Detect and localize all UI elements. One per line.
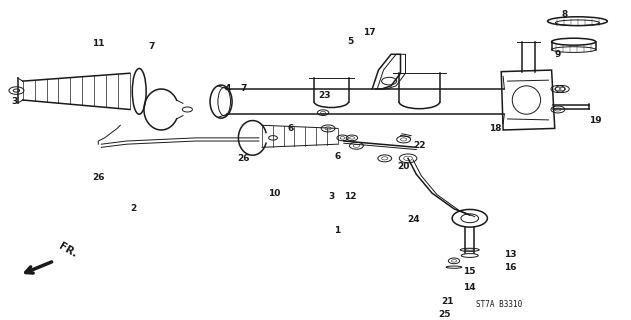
Text: 5: 5 xyxy=(347,37,353,46)
Text: 4: 4 xyxy=(224,84,230,93)
Text: 22: 22 xyxy=(413,141,426,150)
Text: 11: 11 xyxy=(92,39,105,48)
Text: 18: 18 xyxy=(488,124,501,133)
Text: 26: 26 xyxy=(92,173,105,182)
Text: 7: 7 xyxy=(149,42,155,51)
Text: 6: 6 xyxy=(287,124,293,133)
Text: 24: 24 xyxy=(407,215,420,224)
Text: 21: 21 xyxy=(442,297,454,306)
Text: 2: 2 xyxy=(130,204,136,213)
Text: 19: 19 xyxy=(589,116,602,125)
Text: 3: 3 xyxy=(11,97,18,106)
Text: 14: 14 xyxy=(463,283,476,292)
Text: 12: 12 xyxy=(344,192,357,201)
Text: 3: 3 xyxy=(328,192,334,201)
Text: 10: 10 xyxy=(268,188,281,197)
Text: 1: 1 xyxy=(334,226,341,236)
Text: 26: 26 xyxy=(237,154,249,163)
Text: 23: 23 xyxy=(319,91,331,100)
Text: 13: 13 xyxy=(504,250,517,259)
Text: 7: 7 xyxy=(240,84,246,93)
Text: 20: 20 xyxy=(398,162,410,171)
Text: FR.: FR. xyxy=(57,241,79,259)
Text: 16: 16 xyxy=(504,263,517,272)
Text: 15: 15 xyxy=(464,268,476,276)
Text: 17: 17 xyxy=(363,28,375,37)
Text: 25: 25 xyxy=(439,310,451,319)
Text: 8: 8 xyxy=(561,10,567,20)
Text: 9: 9 xyxy=(555,50,561,59)
Text: 6: 6 xyxy=(334,152,341,161)
Text: ST7A B3310: ST7A B3310 xyxy=(476,300,522,309)
